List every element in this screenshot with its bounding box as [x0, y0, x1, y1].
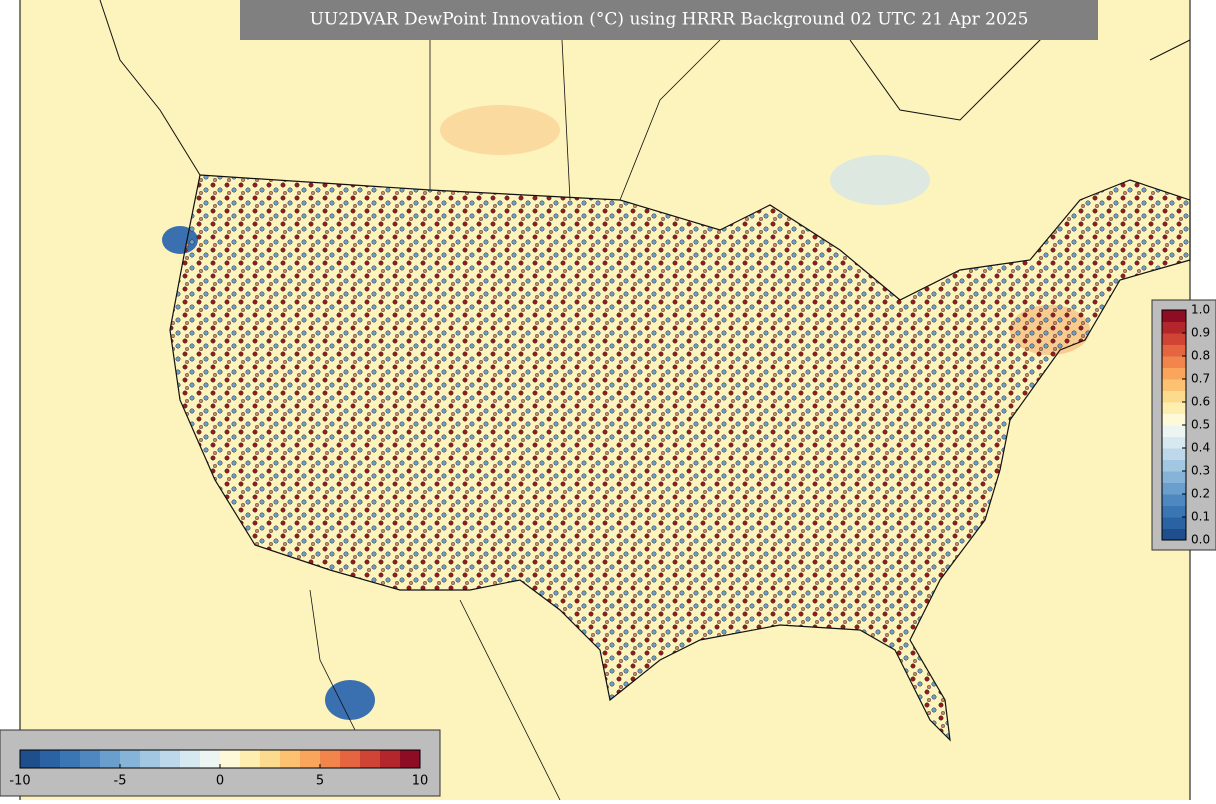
- color-swatch: [400, 750, 421, 768]
- color-swatch: [40, 750, 61, 768]
- coastline: [99, 0, 1191, 176]
- color-swatch: [180, 750, 201, 768]
- color-swatch: [280, 750, 301, 768]
- color-swatch: [1162, 379, 1186, 391]
- color-swatch: [340, 750, 361, 768]
- color-swatch: [380, 750, 401, 768]
- conus-outline: [169, 174, 1191, 742]
- color-swatch: [1162, 310, 1186, 322]
- color-swatch: [1162, 321, 1186, 334]
- tick-label: 0.6: [1191, 395, 1210, 409]
- field-anomaly: [830, 155, 930, 205]
- tick-label: 0.1: [1191, 510, 1210, 524]
- color-swatch: [1162, 390, 1186, 403]
- color-swatch: [100, 750, 121, 768]
- tick-label: 0.9: [1191, 326, 1210, 340]
- title: UU2DVAR DewPoint Innovation (°C) using H…: [310, 10, 1029, 30]
- field-anomaly: [440, 105, 560, 155]
- color-swatch: [140, 750, 161, 768]
- color-swatch: [1162, 459, 1186, 472]
- color-swatch: [1162, 505, 1186, 518]
- color-swatch: [360, 750, 381, 768]
- color-swatch: [1162, 471, 1186, 483]
- color-swatch: [260, 750, 281, 768]
- color-swatch: [1162, 402, 1186, 414]
- color-swatch: [1162, 367, 1186, 380]
- tick-label: 0.0: [1191, 533, 1210, 547]
- tick-label: 5: [316, 774, 324, 789]
- color-swatch: [300, 750, 321, 768]
- tick-label: 0.4: [1191, 441, 1210, 455]
- tick-label: 1.0: [1191, 303, 1210, 317]
- colorbar-bottom: -10 -5 0 5 10: [9, 749, 429, 789]
- title-box: [240, 0, 1098, 40]
- tick-label: -5: [114, 774, 127, 789]
- color-swatch: [1162, 448, 1186, 460]
- color-swatch: [80, 750, 101, 768]
- color-swatch: [1162, 494, 1186, 506]
- tick-label: 10: [412, 774, 429, 789]
- color-swatch: [240, 750, 261, 768]
- color-swatch: [20, 750, 41, 768]
- color-swatch: [200, 750, 221, 768]
- color-swatch: [120, 750, 141, 768]
- tick-label: 0.7: [1191, 372, 1210, 386]
- field-anomaly: [325, 680, 375, 720]
- tick-label: -10: [9, 774, 30, 789]
- color-swatch: [320, 750, 341, 768]
- tick-label: 0: [216, 774, 224, 789]
- color-swatch: [1162, 344, 1186, 357]
- color-swatch: [1162, 482, 1186, 495]
- color-swatch: [160, 750, 181, 768]
- color-swatch: [1162, 528, 1186, 541]
- color-swatch: [1162, 425, 1186, 437]
- color-swatch: [220, 750, 241, 768]
- tick-label: 0.8: [1191, 349, 1210, 363]
- colorbar-right: 0.0 0.1 0.2 0.3 0.4 0.5 0.6 0.7 0.8 0.9 1.0: [1161, 303, 1210, 547]
- tick-label: 0.5: [1191, 418, 1210, 432]
- tick-label: 0.3: [1191, 464, 1210, 478]
- color-swatch: [60, 750, 81, 768]
- color-swatch: [1162, 517, 1186, 529]
- borders: [309, 0, 721, 801]
- color-swatch: [1162, 436, 1186, 449]
- color-swatch: [1162, 413, 1186, 426]
- tick-label: 0.2: [1191, 487, 1210, 501]
- color-swatch: [1162, 333, 1186, 345]
- color-swatch: [1162, 356, 1186, 368]
